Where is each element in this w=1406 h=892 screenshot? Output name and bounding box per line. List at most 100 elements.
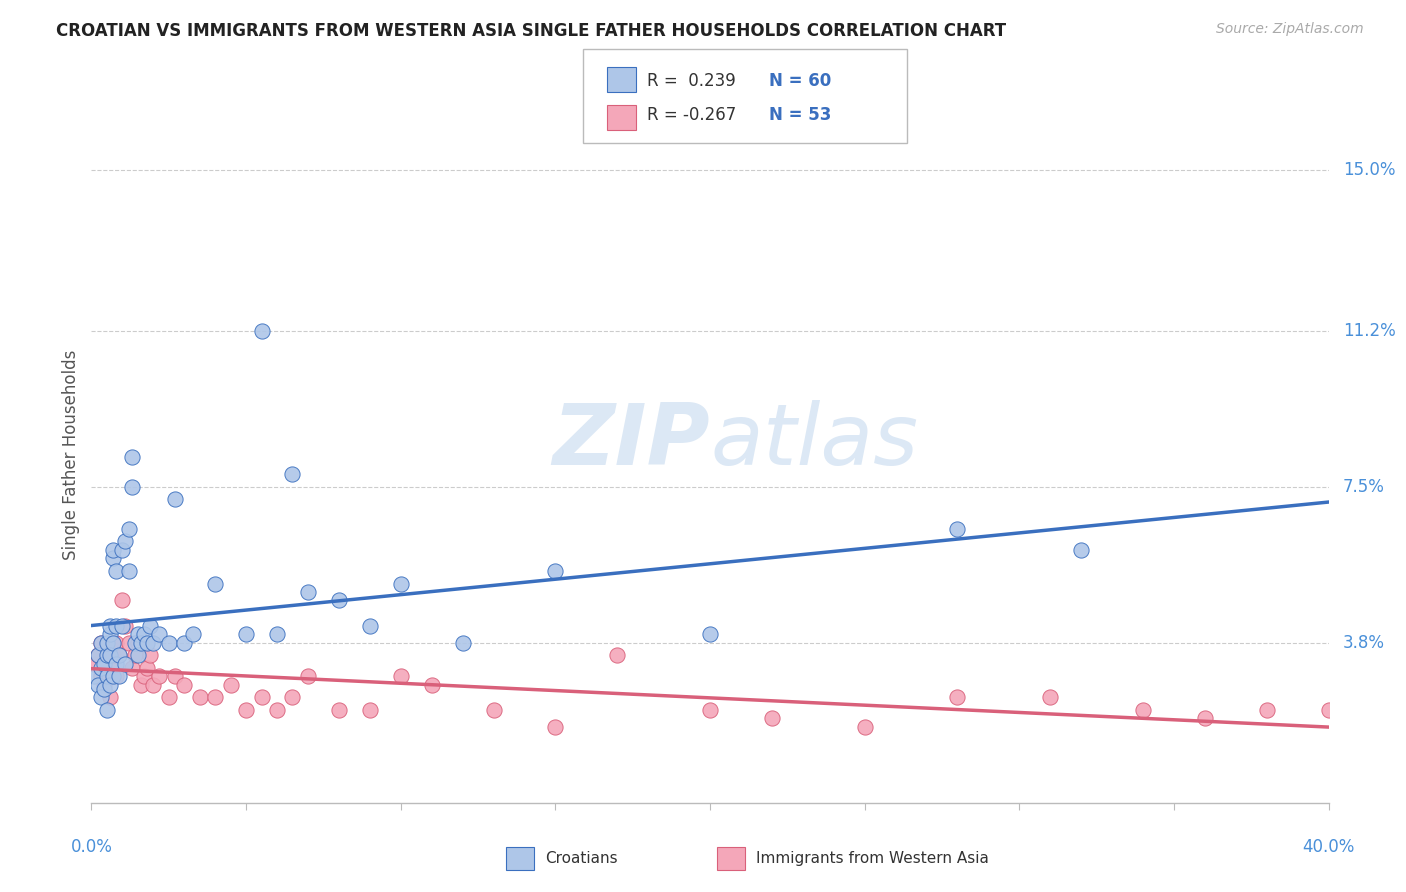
Point (204, 690, 226, 705)
Point (90, 635, 112, 649)
Point (297, 585, 319, 599)
Text: 3.8%: 3.8% (1343, 633, 1385, 651)
Point (98, 618, 121, 632)
Text: 7.5%: 7.5% (1343, 477, 1385, 496)
Text: Croatians: Croatians (546, 852, 619, 866)
Point (129, 635, 152, 649)
Point (451, 635, 474, 649)
Point (281, 690, 304, 705)
Point (359, 703, 381, 717)
Point (98, 648, 121, 663)
Point (108, 669, 131, 683)
Point (96, 669, 118, 683)
Point (946, 690, 969, 705)
Point (96, 669, 118, 683)
Point (219, 678, 242, 692)
Point (148, 669, 170, 683)
Point (111, 593, 134, 607)
Y-axis label: Single Father Households: Single Father Households (62, 350, 80, 560)
Point (1256, 703, 1278, 717)
Point (108, 648, 131, 663)
Point (139, 618, 162, 632)
Text: Immigrants from Western Asia: Immigrants from Western Asia (756, 852, 990, 866)
Point (266, 627, 288, 641)
Point (93, 657, 115, 671)
Point (250, 324, 273, 338)
Point (699, 703, 721, 717)
Point (127, 648, 149, 663)
Point (853, 720, 876, 734)
Text: ZIP: ZIP (553, 400, 710, 483)
Point (389, 576, 412, 591)
Point (1132, 703, 1154, 717)
Point (105, 657, 128, 671)
Point (328, 593, 350, 607)
Point (163, 669, 186, 683)
Point (142, 635, 165, 649)
Text: 40.0%: 40.0% (1302, 838, 1355, 856)
Point (1070, 542, 1092, 557)
Text: R = -0.267: R = -0.267 (647, 105, 735, 123)
Text: Source: ZipAtlas.com: Source: ZipAtlas.com (1216, 22, 1364, 37)
Point (86, 678, 108, 692)
Point (132, 627, 155, 641)
Point (86, 648, 108, 663)
Point (98, 690, 121, 705)
Point (101, 551, 124, 566)
Point (544, 564, 567, 578)
Text: N = 53: N = 53 (769, 105, 831, 123)
Point (105, 635, 128, 649)
Point (1039, 690, 1062, 705)
Point (132, 669, 155, 683)
Text: N = 60: N = 60 (769, 71, 831, 89)
Point (101, 648, 124, 663)
Point (108, 648, 131, 663)
Point (127, 627, 149, 641)
Point (93, 678, 115, 692)
Point (163, 492, 186, 507)
Text: 11.2%: 11.2% (1343, 321, 1396, 340)
Point (544, 720, 567, 734)
Point (93, 681, 115, 696)
Point (129, 678, 152, 692)
Point (111, 542, 134, 557)
Point (389, 669, 412, 683)
Point (117, 635, 139, 649)
Text: 0.0%: 0.0% (70, 838, 112, 856)
Point (148, 627, 170, 641)
Point (98, 661, 121, 675)
Point (90, 661, 112, 675)
Text: atlas: atlas (710, 400, 918, 483)
Point (114, 657, 136, 671)
Point (124, 648, 146, 663)
Point (121, 479, 143, 493)
Point (359, 618, 381, 632)
Point (606, 648, 628, 663)
Point (1194, 711, 1216, 725)
Point (121, 661, 143, 675)
Point (139, 648, 162, 663)
Point (420, 678, 443, 692)
Point (183, 627, 205, 641)
Point (90, 635, 112, 649)
Point (761, 711, 783, 725)
Point (121, 450, 143, 464)
Point (204, 576, 226, 591)
Point (117, 564, 139, 578)
Point (101, 635, 124, 649)
Point (142, 678, 165, 692)
Point (105, 618, 128, 632)
Point (90, 690, 112, 705)
Point (946, 522, 969, 536)
Point (157, 635, 180, 649)
Point (281, 467, 304, 481)
Point (297, 669, 319, 683)
Point (98, 678, 121, 692)
Point (96, 703, 118, 717)
Point (96, 648, 118, 663)
Point (250, 690, 273, 705)
Point (101, 669, 124, 683)
Point (96, 635, 118, 649)
Point (96, 648, 118, 663)
Point (173, 635, 195, 649)
